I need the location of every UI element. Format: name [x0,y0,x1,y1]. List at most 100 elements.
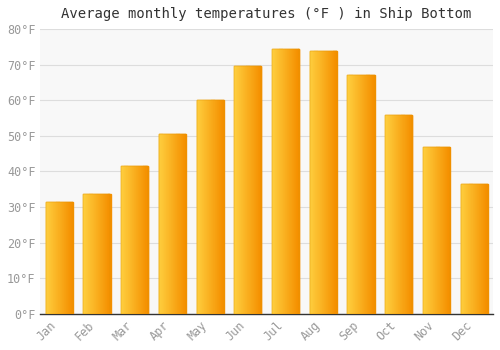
Bar [411,114,412,314]
Bar [483,184,484,314]
Bar [254,66,256,314]
Bar [101,194,102,314]
Bar [288,49,289,314]
Bar [64,202,66,314]
Bar [167,134,168,314]
Bar [142,166,143,314]
Bar [321,51,322,314]
Bar [243,66,244,314]
Bar [253,66,254,314]
Bar [235,66,236,314]
Bar [260,66,262,314]
Bar [126,166,127,314]
Bar [360,75,361,314]
Bar [140,166,141,314]
Bar [237,66,238,314]
Bar [86,194,88,314]
Bar [369,75,370,314]
Bar [371,75,372,314]
Bar [274,49,275,314]
Bar [181,134,182,314]
Bar [312,51,313,314]
Bar [334,51,335,314]
Bar [49,202,50,314]
Bar [106,194,107,314]
Bar [358,75,359,314]
Bar [440,147,442,314]
Bar [444,147,446,314]
Bar [136,166,138,314]
Bar [53,202,54,314]
Bar [60,202,62,314]
Bar [348,75,349,314]
Bar [297,49,298,314]
Bar [446,147,448,314]
Bar [214,100,215,314]
Bar [72,202,73,314]
Bar [357,75,358,314]
Bar [409,114,410,314]
Bar [170,134,171,314]
Bar [370,75,372,314]
Bar [138,166,140,314]
Bar [460,184,488,314]
Bar [389,114,390,314]
Bar [276,49,277,314]
Bar [284,49,285,314]
Bar [159,134,186,314]
Bar [178,134,179,314]
Bar [404,114,405,314]
Bar [355,75,356,314]
Bar [125,166,126,314]
Bar [349,75,350,314]
Bar [462,184,464,314]
Bar [96,194,97,314]
Bar [219,100,220,314]
Bar [401,114,402,314]
Bar [206,100,208,314]
Bar [134,166,136,314]
Bar [88,194,90,314]
Bar [51,202,52,314]
Bar [272,49,274,314]
Bar [484,184,485,314]
Bar [57,202,58,314]
Bar [241,66,242,314]
Bar [84,194,85,314]
Bar [109,194,110,314]
Bar [250,66,252,314]
Bar [240,66,241,314]
Bar [295,49,296,314]
Bar [403,114,404,314]
Bar [366,75,367,314]
Bar [217,100,218,314]
Bar [172,134,173,314]
Bar [386,114,388,314]
Bar [123,166,124,314]
Bar [144,166,145,314]
Bar [63,202,64,314]
Bar [396,114,398,314]
Bar [394,114,396,314]
Bar [487,184,488,314]
Bar [362,75,363,314]
Bar [176,134,177,314]
Bar [242,66,243,314]
Bar [165,134,166,314]
Bar [310,51,337,314]
Bar [103,194,104,314]
Bar [54,202,55,314]
Bar [298,49,299,314]
Bar [406,114,407,314]
Bar [59,202,60,314]
Bar [296,49,297,314]
Bar [251,66,252,314]
Bar [90,194,91,314]
Bar [392,114,394,314]
Bar [180,134,182,314]
Bar [432,147,433,314]
Bar [102,194,103,314]
Bar [468,184,469,314]
Bar [359,75,360,314]
Bar [442,147,444,314]
